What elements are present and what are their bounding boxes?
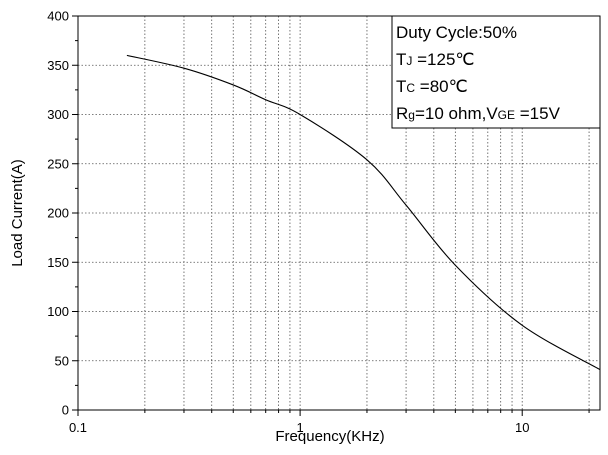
y-tick-label: 350 <box>47 58 69 73</box>
curve <box>126 54 601 371</box>
plot-frame <box>77 15 601 411</box>
annotation-text: R <box>396 104 408 123</box>
x-tick-label: 10 <box>515 420 529 435</box>
annotation-line: TC =80℃ <box>396 77 468 96</box>
y-tick-label: 300 <box>47 107 69 122</box>
x-tick-label: 0.1 <box>69 420 87 435</box>
annotation-text: =10 ohm,V <box>415 104 498 123</box>
x-axis-label: Frequency(KHz) <box>275 428 384 445</box>
y-tick-label: 50 <box>55 353 69 368</box>
annotation-text: =15V <box>515 104 561 123</box>
x-tick-label: 1 <box>296 420 303 435</box>
annotation-text: Duty Cycle:50% <box>396 23 517 42</box>
annotation-line: Duty Cycle:50% <box>396 23 517 42</box>
y-tick-label: 100 <box>47 304 69 319</box>
annotation-line: Rg=10 ohm,VGE =15V <box>396 104 561 123</box>
annotation-text: =80℃ <box>415 77 468 96</box>
y-tick-label: 200 <box>47 206 69 221</box>
annotation-text: GE <box>498 108 515 122</box>
y-tick-label: 150 <box>47 255 69 270</box>
y-tick-label: 250 <box>47 156 69 171</box>
annotation-text: T <box>396 50 406 69</box>
annotation-text: g <box>408 108 415 122</box>
annotation-text: C <box>406 81 415 95</box>
annotation-text: J <box>406 54 412 68</box>
y-tick-label: 0 <box>62 403 69 418</box>
y-tick-label: 400 <box>47 9 69 24</box>
annotation-box <box>391 15 601 129</box>
annotation-text: =125℃ <box>412 50 474 69</box>
annotation-text: T <box>396 77 406 96</box>
annotation-line: TJ =125℃ <box>396 50 475 69</box>
y-axis-label: Load Current(A) <box>9 159 26 267</box>
